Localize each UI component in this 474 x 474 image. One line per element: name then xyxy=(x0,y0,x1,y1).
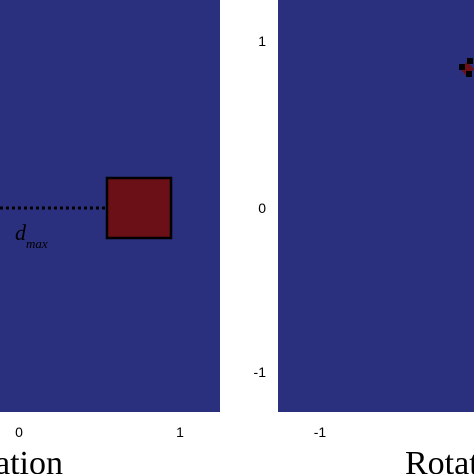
left-panel-caption: ation xyxy=(0,445,63,474)
marker-corner-1 xyxy=(459,64,465,70)
right-y-tick-1: 1 xyxy=(258,33,266,49)
right-y-tick-0: 0 xyxy=(258,200,266,216)
left-x-tick-1: 1 xyxy=(176,424,184,440)
distance-label: dmax xyxy=(15,220,48,251)
target-square xyxy=(105,176,173,240)
marker-corner-2 xyxy=(467,58,473,64)
marker-corner-3 xyxy=(466,71,472,77)
right-panel-caption: Rotat xyxy=(405,445,474,474)
distance-subscript: max xyxy=(26,236,48,251)
right-panel: 1 0 -1 -1 Rotat xyxy=(254,0,474,474)
rotated-square-marker xyxy=(459,58,474,77)
right-panel-background xyxy=(278,0,474,412)
distance-symbol: d xyxy=(15,220,27,245)
left-x-tick-0: 0 xyxy=(15,424,23,440)
right-x-tick-minus-1: -1 xyxy=(314,424,327,440)
left-panel: dmax 0 1 ation xyxy=(0,0,220,474)
right-y-tick-minus-1: -1 xyxy=(254,364,267,380)
